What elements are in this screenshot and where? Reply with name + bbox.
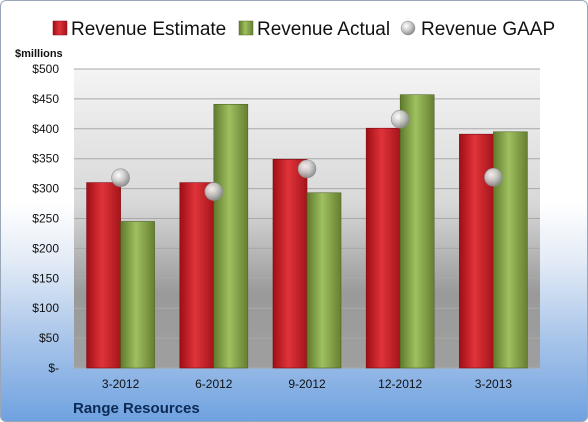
x-axis-ticks: 3-2012 6-2012 9-2012 12-2012 3-2013 [102,377,512,391]
gaap-marker [484,167,503,187]
bar-estimate [179,182,215,369]
y-axis-ticks: $- $50 $100 $150 $200 $250 $300 $350 $400 $450 $50… [32,62,59,375]
y-tick-label: $400 [32,122,59,136]
gaap-marker [390,109,410,129]
y-tick-label: $50 [39,331,59,345]
y-tick-label: $200 [32,241,59,255]
y-tick-label: $450 [32,92,59,106]
y-tick-label: $- [48,361,59,375]
x-tick-label: 12-2012 [378,377,422,391]
gaap-marker [111,168,130,188]
y-tick-label: $250 [32,212,59,226]
gaap-markers [111,109,503,201]
y-tick-label: $300 [32,182,59,196]
bars [86,94,528,369]
bar-estimate [86,182,121,369]
x-tick-label: 9-2012 [288,377,326,391]
x-tick-label: 3-2012 [102,377,140,391]
bar-actual [399,94,435,369]
y-tick-label: $100 [32,301,59,315]
y-tick-label: $500 [32,62,59,76]
legend-swatch-actual [238,20,254,36]
legend-item-estimate: Revenue Estimate [52,19,226,40]
unit-label: $millions [15,48,63,60]
legend: Revenue Estimate Revenue Actual Revenue … [52,19,555,40]
bar-actual [120,221,155,369]
legend-label-gaap: Revenue GAAP [421,19,555,40]
bar-estimate [459,133,494,369]
gaap-marker [204,182,224,201]
company-name: Range Resources [73,400,200,417]
x-tick-label: 3-2013 [475,377,513,391]
gaap-marker [297,159,317,179]
legend-item-actual: Revenue Actual [238,19,390,40]
legend-label-actual: Revenue Actual [257,19,390,40]
legend-swatch-estimate [52,20,68,36]
y-tick-label: $150 [32,271,59,285]
bar-estimate [272,158,308,369]
legend-label-estimate: Revenue Estimate [71,19,226,40]
y-tick-label: $350 [32,152,59,166]
bar-estimate [365,127,401,369]
x-tick-label: 6-2012 [195,377,233,391]
legend-item-gaap: Revenue GAAP [400,19,555,40]
bar-actual [493,131,528,369]
bar-actual [213,103,249,369]
bar-actual [306,192,342,369]
legend-marker-gaap [400,20,416,36]
